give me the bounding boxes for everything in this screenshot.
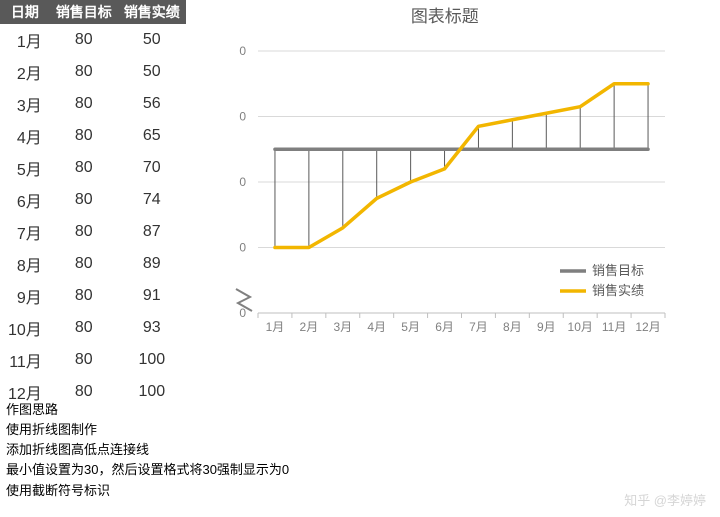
table-row: 2月8050 [0,56,186,88]
notes-block: 作图思路使用折线图制作添加折线图高低点连接线最小值设置为30，然后设置格式将30… [6,400,289,501]
table-cell: 80 [50,216,118,248]
note-line: 使用折线图制作 [6,420,289,440]
svg-text:0: 0 [239,110,246,124]
table-cell: 65 [118,120,186,152]
note-line: 最小值设置为30，然后设置格式将30强制显示为0 [6,460,289,480]
table-row: 8月8089 [0,248,186,280]
table-cell: 1月 [0,24,50,56]
table-cell: 87 [118,216,186,248]
table-cell: 80 [50,248,118,280]
table-cell: 74 [118,184,186,216]
svg-text:2月: 2月 [299,320,318,334]
svg-text:销售实绩: 销售实绩 [592,283,644,298]
watermark: 知乎 @李婷婷 [624,490,706,509]
table-header: 日期 [0,0,50,24]
table-row: 5月8070 [0,152,186,184]
line-chart: 000001月2月3月4月5月6月7月8月9月10月11月12月销售目标销售实绩 [210,31,680,361]
svg-text:10月: 10月 [567,320,592,334]
table-row: 9月8091 [0,280,186,312]
table-cell: 6月 [0,184,50,216]
svg-text:4月: 4月 [367,320,386,334]
table-cell: 100 [118,344,186,376]
table-cell: 8月 [0,248,50,280]
svg-text:8月: 8月 [503,320,522,334]
svg-text:7月: 7月 [469,320,488,334]
note-line: 作图思路 [6,400,289,420]
table-cell: 70 [118,152,186,184]
sales-data-table: 日期销售目标销售实绩 1月80502月80503月80564月80655月807… [0,0,186,408]
note-line: 使用截断符号标识 [6,481,289,501]
table-cell: 80 [50,152,118,184]
table-cell: 3月 [0,88,50,120]
table-row: 11月80100 [0,344,186,376]
svg-text:11月: 11月 [602,320,626,334]
table-cell: 11月 [0,344,50,376]
table-cell: 80 [50,280,118,312]
svg-text:12月: 12月 [635,320,660,334]
table-cell: 50 [118,24,186,56]
svg-text:0: 0 [239,241,246,255]
svg-text:0: 0 [239,175,246,189]
table-cell: 80 [50,344,118,376]
table-cell: 80 [50,56,118,88]
table-cell: 50 [118,56,186,88]
table-cell: 9月 [0,280,50,312]
table-cell: 2月 [0,56,50,88]
svg-text:销售目标: 销售目标 [592,263,644,278]
svg-text:6月: 6月 [435,320,454,334]
table-cell: 5月 [0,152,50,184]
table-cell: 80 [50,120,118,152]
table-cell: 56 [118,88,186,120]
table-cell: 80 [50,184,118,216]
chart-title: 图表标题 [210,2,680,27]
svg-text:9月: 9月 [537,320,556,334]
svg-text:1月: 1月 [265,320,284,334]
table-row: 6月8074 [0,184,186,216]
table-cell: 80 [50,312,118,344]
table-cell: 7月 [0,216,50,248]
table-cell: 91 [118,280,186,312]
table-row: 7月8087 [0,216,186,248]
svg-text:5月: 5月 [401,320,420,334]
note-line: 添加折线图高低点连接线 [6,440,289,460]
table-row: 10月8093 [0,312,186,344]
table-header: 销售实绩 [118,0,186,24]
table-row: 3月8056 [0,88,186,120]
svg-text:3月: 3月 [333,320,352,334]
table-cell: 10月 [0,312,50,344]
table-header: 销售目标 [50,0,118,24]
chart-container: 图表标题 000001月2月3月4月5月6月7月8月9月10月11月12月销售目… [186,0,680,408]
table-cell: 89 [118,248,186,280]
table-cell: 93 [118,312,186,344]
table-cell: 80 [50,24,118,56]
table-cell: 4月 [0,120,50,152]
table-row: 4月8065 [0,120,186,152]
table-cell: 80 [50,88,118,120]
table-row: 1月8050 [0,24,186,56]
svg-text:0: 0 [239,44,246,58]
